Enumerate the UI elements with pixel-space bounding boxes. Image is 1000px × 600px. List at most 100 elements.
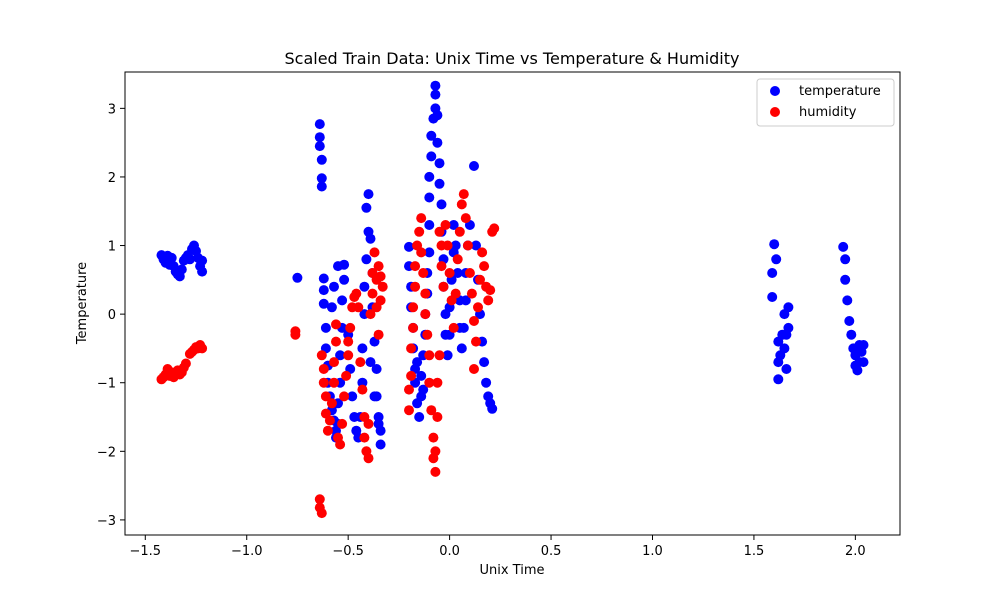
temperature-point-32 — [320, 322, 331, 333]
temperature-point-132 — [469, 161, 479, 171]
x-tick-label: −0.5 — [332, 544, 364, 559]
legend-label-humidity: humidity — [799, 105, 857, 120]
x-tick-label: −1.0 — [231, 544, 263, 559]
temperature-point-157 — [783, 302, 794, 313]
temperature-point-77 — [369, 391, 380, 402]
temperature-point-47 — [339, 274, 350, 285]
temperature-point-161 — [840, 274, 851, 285]
temperature-point-110 — [436, 199, 447, 210]
humidity-point-24 — [316, 508, 327, 519]
humidity-point-110 — [466, 288, 477, 299]
temperature-point-63 — [361, 254, 372, 265]
humidity-point-65 — [377, 281, 388, 292]
humidity-point-48 — [353, 302, 364, 313]
temperature-point-128 — [460, 295, 471, 306]
temperature-point-164 — [846, 329, 857, 340]
temperature-point-75 — [375, 439, 386, 450]
humidity-point-22 — [314, 494, 325, 505]
humidity-point-101 — [448, 322, 459, 333]
temperature-point-138 — [481, 377, 492, 388]
temperature-point-109 — [434, 178, 445, 189]
humidity-point-117 — [479, 261, 490, 272]
humidity-point-116 — [477, 247, 488, 258]
temperature-point-49 — [333, 261, 343, 272]
temperature-point-51 — [326, 302, 337, 313]
humidity-point-102 — [450, 288, 461, 299]
humidity-point-88 — [430, 466, 441, 477]
temperature-point-141 — [487, 403, 498, 414]
legend: temperature humidity — [756, 78, 895, 127]
temperature-point-88 — [414, 412, 425, 422]
humidity-point-93 — [434, 226, 445, 237]
humidity-point-79 — [418, 268, 429, 278]
y-tick-label: −1 — [97, 377, 116, 392]
humidity-point-32 — [326, 398, 337, 409]
temperature-point-14 — [184, 254, 195, 265]
humidity-point-104 — [454, 226, 465, 237]
humidity-point-63 — [375, 295, 386, 306]
y-tick-label: −2 — [97, 445, 116, 460]
humidity-point-41 — [341, 370, 352, 381]
temperature-point-27 — [316, 173, 327, 184]
humidity-point-122 — [489, 223, 500, 234]
x-axis-ticks: −1.5 −1.0 −0.5 0.0 0.5 1.0 1.5 2.0 — [129, 535, 866, 559]
temperature-point-59 — [357, 377, 368, 388]
humidity-point-108 — [462, 240, 473, 251]
humidity-point-69 — [406, 370, 417, 381]
temperature-point-121 — [448, 220, 459, 230]
humidity-point-19 — [197, 343, 208, 354]
temperature-point-71 — [371, 364, 382, 374]
temperature-point-79 — [404, 241, 414, 252]
temperature-point-46 — [337, 295, 348, 306]
temperature-point-137 — [479, 357, 490, 368]
humidity-point-52 — [359, 432, 370, 443]
temperature-point-44 — [335, 350, 346, 361]
humidity-point-81 — [420, 309, 431, 320]
temperature-point-62 — [359, 281, 370, 292]
humidity-point-64 — [375, 271, 386, 282]
humidity-point-31 — [324, 415, 335, 426]
humidity-point-103 — [452, 254, 463, 265]
x-axis-label: Unix Time — [479, 563, 544, 578]
humidity-point-76 — [414, 226, 425, 237]
humidity-point-85 — [426, 405, 437, 416]
humidity-point-67 — [404, 405, 414, 416]
humidity-point-91 — [432, 377, 443, 388]
humidity-point-106 — [458, 189, 469, 200]
humidity-point-36 — [331, 319, 341, 330]
temperature-point-105 — [430, 80, 441, 91]
humidity-point-39 — [337, 418, 348, 429]
humidity-point-113 — [471, 336, 481, 347]
temperature-point-60 — [357, 343, 368, 354]
temperature-point-96 — [424, 247, 435, 258]
temperature-point-162 — [842, 295, 853, 306]
humidity-point-99 — [444, 268, 455, 278]
humidity-point-90 — [432, 412, 443, 422]
temperature-point-106 — [432, 110, 443, 121]
humidity-point-25 — [316, 350, 327, 361]
x-tick-label: 1.0 — [642, 544, 663, 559]
humidity-point-107 — [460, 213, 471, 224]
temperature-point-5 — [166, 252, 177, 263]
humidity-point-44 — [345, 322, 356, 333]
x-tick-label: −1.5 — [129, 544, 161, 559]
temperature-point-163 — [844, 316, 855, 326]
humidity-point-74 — [410, 261, 421, 272]
humidity-point-21 — [290, 329, 301, 340]
temperature-point-101 — [426, 130, 437, 141]
humidity-point-78 — [416, 247, 427, 258]
temperature-point-21 — [197, 255, 208, 266]
temperature-point-28 — [316, 181, 327, 192]
humidity-point-59 — [369, 247, 380, 258]
temperature-point-90 — [416, 370, 427, 381]
temperature-point-159 — [838, 241, 849, 252]
temperature-point-31 — [318, 298, 329, 309]
humidity-point-77 — [416, 213, 427, 224]
temperature-point-145 — [767, 292, 778, 302]
humidity-point-96 — [438, 281, 449, 292]
temperature-point-104 — [430, 89, 441, 100]
humidity-point-50 — [357, 384, 368, 395]
temperature-point-150 — [773, 374, 784, 385]
temperature-point-20 — [197, 266, 208, 277]
